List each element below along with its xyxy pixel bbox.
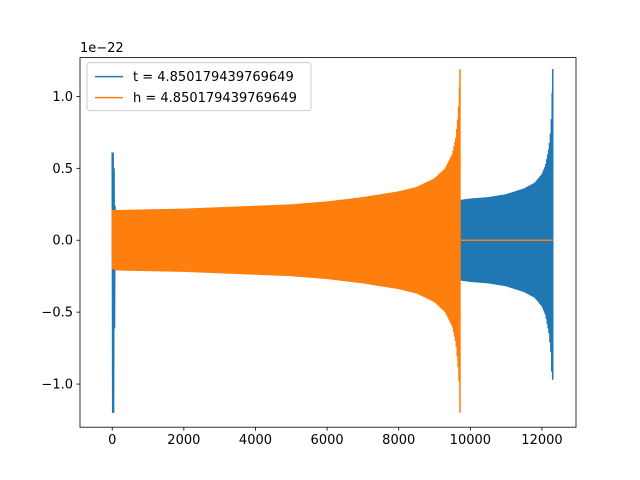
x-tick-label: 2000 [167, 433, 200, 448]
series-1-line [111, 69, 461, 413]
y-tick-label: −0.5 [41, 306, 73, 321]
x-tick-label: 10000 [450, 433, 491, 448]
legend-label: t = 4.850179439769649 [133, 70, 294, 85]
y-axis: −1.0 −0.5 0.0 0.5 1.0 [41, 90, 80, 393]
y-tick-label: 0.5 [52, 162, 73, 177]
legend-label: h = 4.850179439769649 [133, 91, 297, 106]
x-tick-label: 8000 [382, 433, 415, 448]
y-tick-label: 1.0 [52, 90, 73, 105]
axes-frame [79, 57, 577, 428]
x-tick-label: 12000 [521, 433, 562, 448]
x-axis: 0 2000 4000 6000 8000 10000 12000 [108, 427, 563, 448]
y-tick-label: −1.0 [41, 378, 73, 393]
legend-box [86, 62, 312, 112]
legend: t = 4.850179439769649 h = 4.8501794397696… [86, 62, 312, 112]
y-tick-label: 0.0 [52, 234, 73, 249]
plot-area [111, 69, 554, 413]
y-offset-label: 1e−22 [80, 41, 124, 56]
x-tick-label: 4000 [239, 433, 272, 448]
x-tick-label: 6000 [311, 433, 344, 448]
x-tick-label: 0 [108, 433, 116, 448]
